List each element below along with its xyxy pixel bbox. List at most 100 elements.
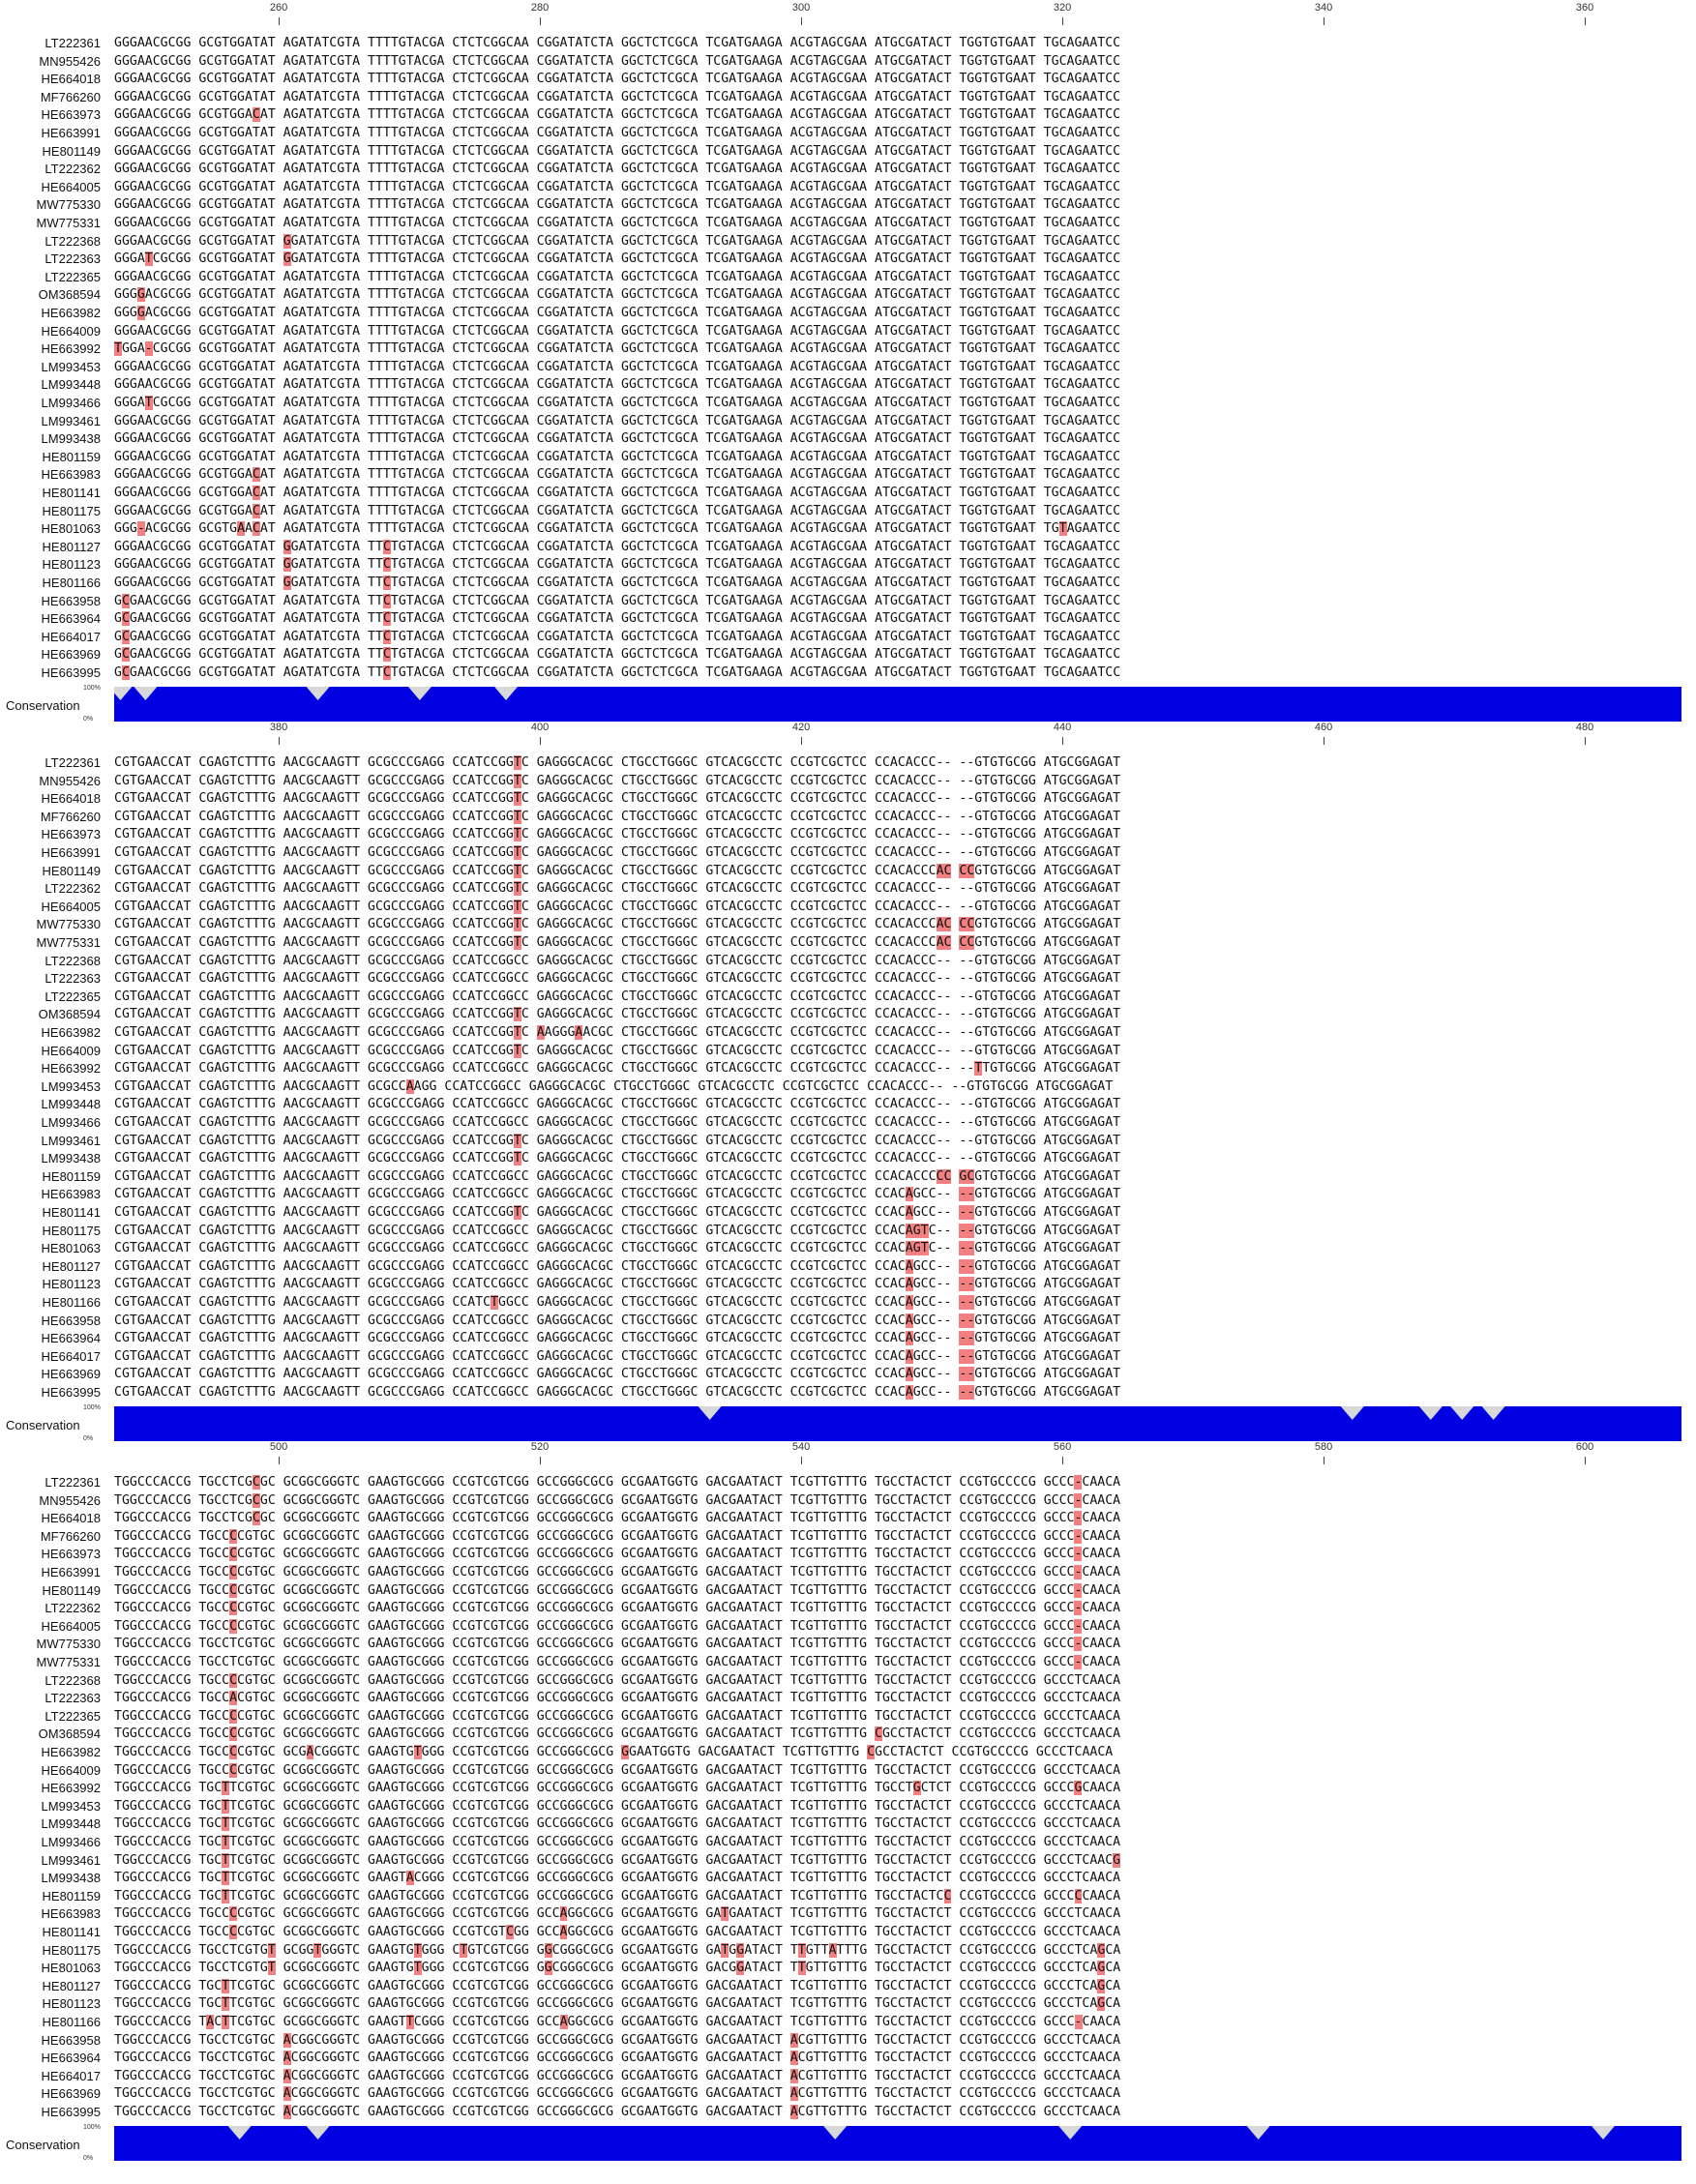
accession-id: HE801166 xyxy=(42,1295,101,1310)
variant-highlight: -- xyxy=(959,1295,975,1310)
conservation-dip xyxy=(494,686,518,700)
variant-highlight: -- xyxy=(959,1277,975,1292)
variant-highlight: G xyxy=(283,557,291,573)
accession-id: MW775331 xyxy=(36,216,101,230)
variant-highlight: C xyxy=(121,629,130,644)
conservation-dip xyxy=(407,686,431,700)
variant-highlight: T xyxy=(797,1942,806,1958)
sequence-text: CGTGAACCAT CGAGTCTTTG AACGCAAGTT GCGCCCG… xyxy=(114,1277,1121,1292)
accession-id: LM993466 xyxy=(41,1835,101,1849)
sequence-text: CGTGAACCAT CGAGTCTTTG AACGCAAGTT GCGCCCG… xyxy=(114,1133,1121,1148)
variant-highlight: T xyxy=(222,2015,230,2029)
sequence-text: TGGCCCACCG TGCCCCGTGC GCGGCGGGTC GAAGTGC… xyxy=(114,1906,1121,1922)
variant-highlight: T xyxy=(222,1798,230,1814)
accession-id: HE664017 xyxy=(41,2068,101,2083)
accession-id: HE663995 xyxy=(41,665,101,680)
sequence-text: TGGCCCACCG TGCTTCGTGC GCGGCGGGTC GAAGTGC… xyxy=(114,1888,1121,1904)
variant-highlight: T xyxy=(222,1835,230,1849)
variant-highlight: -- xyxy=(959,1385,975,1400)
accession-id: LT222365 xyxy=(45,1708,101,1724)
ruler-tick-mark xyxy=(540,17,542,25)
conservation-dip xyxy=(1058,2125,1083,2140)
accession-id: HE664017 xyxy=(41,1348,101,1364)
variant-highlight: C xyxy=(252,503,260,518)
conservation-label: Conservation xyxy=(6,2137,80,2152)
variant-highlight: AC xyxy=(936,917,952,932)
variant-highlight: A xyxy=(905,1187,913,1202)
sequence-text: CGTGAACCAT CGAGTCTTTG AACGCAAGTT GCGCCCG… xyxy=(114,1385,1121,1400)
variant-highlight: - xyxy=(1074,1475,1083,1490)
variant-highlight: C xyxy=(229,1582,238,1598)
variant-highlight: G xyxy=(544,1961,552,1976)
sequence-text: TGGCCCACCG TGCCACGTGC GCGGCGGGTC GAAGTGC… xyxy=(114,1691,1121,1706)
sequence-text: GGGAACGCGG GCGTGGACAT AGATATCGTA TTTTGTA… xyxy=(114,486,1121,500)
sequence-text: CGTGAACCAT CGAGTCTTTG AACGCAAGTT GCGCCCG… xyxy=(114,1061,1121,1077)
accession-id: HE663982 xyxy=(41,1025,101,1040)
variant-highlight: C xyxy=(229,1528,238,1544)
sequence-text: GGGAACGCGG GCGTGGATAT AGATATCGTA TTTTGTA… xyxy=(114,359,1121,374)
variant-highlight: T xyxy=(721,1906,729,1922)
variant-highlight: A xyxy=(905,1258,913,1274)
variant-highlight: A xyxy=(559,1925,568,1939)
ruler-tick-mark xyxy=(1585,737,1587,745)
variant-highlight: C xyxy=(121,665,130,680)
sequence-text: GGGAACGCGG GCGTGGATAT AGATATCGTA TTTTGTA… xyxy=(114,449,1121,464)
accession-id: LT222368 xyxy=(45,953,101,968)
variant-highlight: A xyxy=(306,1745,314,1759)
sequence-text: CGTGAACCAT CGAGTCTTTG AACGCAAGTT GCGCCCG… xyxy=(114,1313,1121,1328)
sequence-text: TGGCCCACCG TGCCCCGTGC GCGGCGGGTC GAAGTGC… xyxy=(114,1528,1121,1544)
accession-id: HE663992 xyxy=(41,341,101,357)
accession-id: HE801063 xyxy=(41,521,101,537)
variant-highlight: - xyxy=(144,341,153,357)
sequence-text: TGGCCCACCG TGCTTCGTGC GCGGCGGGTC GAAGTGC… xyxy=(114,1798,1121,1814)
accession-id: HE801123 xyxy=(42,1996,101,2012)
ruler-tick-label: 540 xyxy=(791,1441,811,1453)
accession-id: HE664017 xyxy=(41,629,101,644)
accession-id: HE664009 xyxy=(41,1043,101,1058)
accession-id: LT222363 xyxy=(45,1691,101,1706)
accession-id: HE663991 xyxy=(41,1565,101,1579)
variant-highlight: - xyxy=(1074,1618,1083,1634)
variant-highlight: T xyxy=(222,1871,230,1886)
variant-highlight: C xyxy=(252,521,260,537)
variant-highlight: A xyxy=(789,2086,798,2102)
accession-id: MF766260 xyxy=(40,89,101,104)
accession-id: HE801175 xyxy=(42,1223,101,1238)
variant-highlight: C xyxy=(229,1672,238,1688)
sequence-text: TGGCCCACCG TGCCCCGTGC GCGACGGGTC GAAGTGT… xyxy=(114,1745,1114,1759)
conservation-track: Conservation 100% 0% xyxy=(0,1404,1696,1445)
accession-id: MN955426 xyxy=(39,1492,101,1508)
ruler-tick-mark xyxy=(1062,17,1064,25)
sequence-text: CGTGAACCAT CGAGTCTTTG AACGCAAGTT GCGCCCG… xyxy=(114,809,1121,824)
accession-id: LT222361 xyxy=(45,36,101,50)
sequence-text: CGTGAACCAT CGAGTCTTTG AACGCAAGTT GCGCCCG… xyxy=(114,1025,1121,1040)
variant-highlight: CC xyxy=(959,917,975,932)
variant-highlight: T xyxy=(513,881,521,897)
sequence-text: CGTGAACCAT CGAGTCTTTG AACGCAAGTT GCGCCCG… xyxy=(114,989,1121,1004)
variant-highlight: -- xyxy=(959,1348,975,1364)
variant-highlight: GC xyxy=(959,1168,975,1184)
accession-id: MW775330 xyxy=(36,1637,101,1652)
variant-highlight: T xyxy=(513,935,521,950)
variant-highlight: G xyxy=(283,233,291,249)
accession-id: HE801175 xyxy=(42,1942,101,1958)
sequence-text: TGGCCCACCG TGCTTCGTGC GCGGCGGGTC GAAGTGC… xyxy=(114,1781,1121,1796)
ruler-tick-label: 260 xyxy=(269,2,288,14)
conservation-label: Conservation xyxy=(6,1417,80,1432)
accession-id: LM993438 xyxy=(41,1151,101,1166)
sequence-text: GGGAACGCGG GCGTGGATAT AGATATCGTA TTTTGTA… xyxy=(114,216,1121,230)
variant-highlight: C xyxy=(943,1888,952,1904)
sequence-text: CGTGAACCAT CGAGTCTTTG AACGCAAGTT GCGCCCG… xyxy=(114,971,1121,987)
sequence-text: CGTGAACCAT CGAGTCTTTG AACGCAAGTT GCGCCCG… xyxy=(114,1115,1121,1130)
variant-highlight: AGT xyxy=(905,1241,929,1256)
variant-highlight: C xyxy=(229,1727,238,1742)
variant-highlight: A xyxy=(206,2015,215,2029)
conservation-dip xyxy=(134,686,158,700)
variant-highlight: T xyxy=(460,1942,468,1958)
variant-highlight: T xyxy=(513,899,521,914)
conservation-dip xyxy=(1592,2125,1615,2140)
sequence-text: GCGAACGCGG GCGTGGATAT AGATATCGTA TTCTGTA… xyxy=(114,611,1121,627)
variant-highlight: A xyxy=(905,1385,913,1400)
accession-id: MW775330 xyxy=(36,197,101,213)
accession-id: LM993438 xyxy=(41,431,101,447)
